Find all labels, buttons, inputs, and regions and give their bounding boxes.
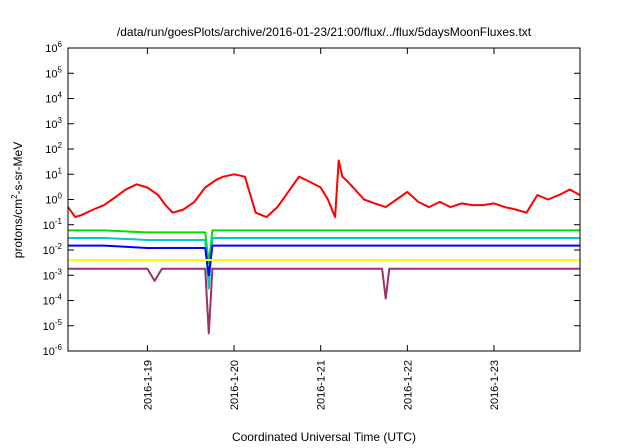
series-lines (67, 159, 581, 335)
plot-frame (67, 47, 581, 352)
y-axis-label-post: -s-sr-MeV (11, 142, 25, 195)
x-tick-label: 2016-1-19 (142, 360, 154, 410)
y-tick-label: 100 (45, 192, 62, 207)
y-tick-label: 102 (45, 141, 62, 156)
y-tick-label: 10-4 (43, 293, 63, 308)
series-line-1 (67, 159, 581, 219)
y-tick-label: 10-6 (43, 343, 63, 358)
series-line-6 (68, 267, 580, 335)
x-tick-label: 2016-1-21 (316, 360, 328, 410)
y-tick-label: 10-3 (43, 267, 63, 282)
x-axis-label: Coordinated Universal Time (UTC) (232, 430, 416, 444)
y-tick-label: 10-2 (43, 242, 63, 257)
chart-title: /data/run/goesPlots/archive/2016-01-23/2… (117, 25, 532, 39)
series-line-2 (68, 229, 580, 265)
y-axis-label-pre: protons/cm (11, 199, 25, 258)
x-tick-label: 2016-1-20 (229, 360, 241, 410)
axis-ticks: 10-6 10-5 10-4 10-3 10-2 10-1 100 101 102 103 104 1… (43, 40, 580, 410)
y-tick-label: 106 (45, 40, 62, 55)
y-tick-label: 104 (45, 91, 62, 106)
series-line-4 (68, 244, 580, 277)
y-axis-label: protons/cm2-s-sr-MeV (10, 142, 25, 258)
y-axis-label-sup: 2 (10, 194, 19, 199)
y-tick-label: 105 (45, 65, 62, 80)
y-tick-label: 10-5 (43, 318, 63, 333)
x-tick-label: 2016-1-23 (489, 360, 501, 410)
y-tick-label: 101 (45, 166, 62, 181)
x-tick-label: 2016-1-22 (402, 360, 414, 410)
series-line-3 (68, 237, 580, 290)
y-tick-label: 103 (45, 116, 62, 131)
svg-text:protons/cm2-s-sr-MeV: protons/cm2-s-sr-MeV (10, 142, 25, 258)
y-tick-label: 10-1 (43, 217, 63, 232)
